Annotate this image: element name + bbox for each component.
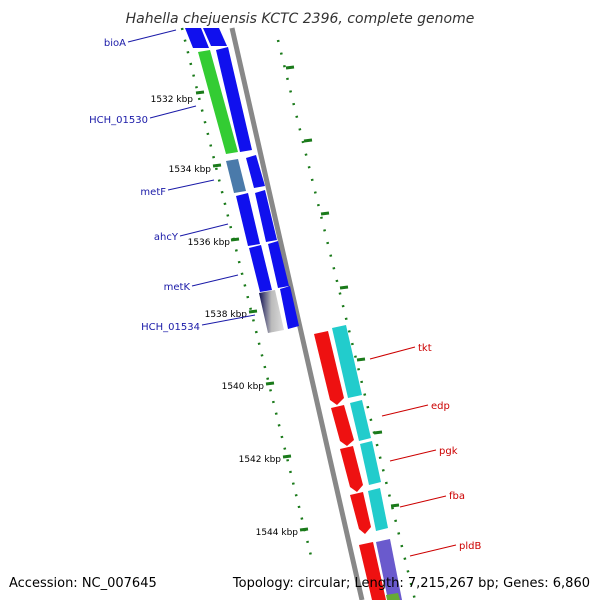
gene-track-left [185,28,299,333]
gene-bioA[interactable] [185,28,209,48]
gene-HCH_01534-b[interactable] [280,286,299,329]
gene-HCH_01534[interactable] [259,290,284,333]
tick-guide-dots [180,27,314,561]
gene-ahcY[interactable] [236,193,260,246]
gene-metK[interactable] [249,245,272,292]
gene-label-metK[interactable]: metK [164,282,191,293]
gene-fba-b[interactable] [368,488,388,531]
gene-metK-b[interactable] [268,241,289,288]
gene-pldB-b[interactable] [376,539,402,600]
gene-track-right [314,325,402,600]
gene-label-edp[interactable]: edp [431,401,450,412]
gene-tkt-b[interactable] [332,325,362,398]
gene-partner-1[interactable] [216,47,252,152]
right-label-lines [369,346,457,557]
accession-text: Accession: NC_007645 [9,576,157,591]
gene-tkt[interactable] [314,331,344,405]
gene-label-fba[interactable]: fba [449,491,465,502]
gene-label-ahcY[interactable]: ahcY [154,232,179,243]
tick-label: 1532 kbp [151,95,194,105]
gene-label-pldB[interactable]: pldB [459,541,481,552]
tick-label: 1538 kbp [205,310,248,320]
tick-label: 1544 kbp [256,528,299,538]
right-gene-labels: tkt edp pgk fba pldB [418,343,481,552]
left-label-lines [127,29,256,326]
gene-HCH_01530[interactable] [198,50,238,154]
gene-pldB-c[interactable] [386,593,400,600]
gene-label-tkt[interactable]: tkt [418,343,432,354]
gene-metF-b[interactable] [246,155,265,188]
gene-edp[interactable] [331,405,354,446]
gene-label-HCH_01534[interactable]: HCH_01534 [141,322,200,333]
tick-label: 1540 kbp [222,382,265,392]
left-gene-labels: bioA HCH_01530 metF ahcY metK HCH_01534 [89,38,200,333]
map-title: Hahella chejuensis KCTC 2396, complete g… [126,11,475,27]
tick-label: 1542 kbp [239,455,282,465]
gene-bioA-b[interactable] [203,28,227,46]
gene-pgk[interactable] [340,446,363,492]
gene-label-pgk[interactable]: pgk [439,446,458,457]
gene-edp-b[interactable] [350,400,371,441]
gene-ahcY-b[interactable] [255,190,277,242]
tick-labels: 1532 kbp 1534 kbp 1536 kbp 1538 kbp 1540… [151,95,299,538]
gene-pgk-b[interactable] [360,441,381,485]
gene-label-metF[interactable]: metF [140,187,166,198]
tick-label: 1536 kbp [188,238,231,248]
backbone [229,27,365,600]
tick-marks [195,65,400,532]
tick-label: 1534 kbp [169,165,212,175]
gene-label-HCH_01530[interactable]: HCH_01530 [89,115,148,126]
genome-summary-text: Topology: circular; Length: 7,215,267 bp… [232,576,590,591]
gene-pldB[interactable] [359,542,386,600]
gene-metF[interactable] [226,159,246,193]
gene-label-bioA[interactable]: bioA [104,38,126,49]
gene-fba[interactable] [350,492,371,534]
